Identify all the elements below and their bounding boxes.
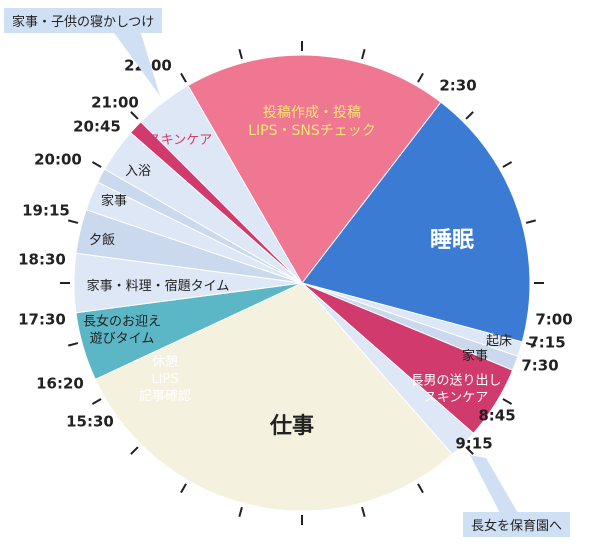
slices-group [73, 54, 531, 512]
time-label: 21:00 [91, 94, 139, 112]
time-label: 8:45 [478, 407, 515, 425]
slice-label-仕事: 仕事 [269, 413, 314, 439]
slice-label-入浴: 入浴 [125, 164, 151, 179]
slice-label-休憩-LIPS-記事確認: 休憩 LIPS 記事確認 [139, 354, 191, 404]
callout-pointer-bottom [470, 455, 518, 513]
hour-tick [502, 161, 513, 168]
slice-label-長女のお迎え-遊びタイム: 長女のお迎え遊びタイム [83, 313, 161, 346]
slice-投稿作成-投稿-LIPS-SNSチェック [187, 54, 442, 284]
callout-pointer-top [112, 30, 160, 96]
hour-tick [238, 48, 243, 60]
time-label: 7:15 [528, 334, 565, 352]
callout-daycare: 長女を保育園へ [463, 512, 571, 537]
hour-tick [91, 398, 102, 405]
slice-label-スキンケア: スキンケア [148, 133, 213, 148]
ticks-group [60, 41, 544, 525]
time-label: 15:30 [66, 413, 114, 431]
time-label: 20:00 [34, 151, 82, 169]
hour-tick [525, 219, 537, 224]
slice-仕事 [94, 282, 454, 512]
hour-tick [417, 72, 424, 83]
hour-tick [130, 111, 139, 120]
hour-tick [67, 219, 79, 224]
slice-label-起床: 起床 [486, 334, 512, 349]
time-label: 18:30 [18, 251, 66, 269]
hour-tick [91, 161, 102, 168]
hour-tick [465, 446, 474, 455]
slice-label-家事: 家事 [462, 348, 488, 364]
hour-tick [361, 48, 366, 60]
time-label: 16:20 [36, 375, 84, 393]
time-label: 2:30 [439, 77, 476, 95]
time-label: 9:15 [455, 435, 492, 453]
callout-bedtime: 家事・子供の寝かしつけ [4, 8, 163, 33]
hour-tick [417, 483, 424, 494]
slice-label-家事-料理-宿題タイム: 家事・料理・宿題タイム [87, 278, 230, 294]
hour-tick [502, 398, 513, 405]
hour-tick [180, 483, 187, 494]
hour-tick [465, 111, 474, 120]
time-label: 17:30 [18, 311, 66, 329]
hour-tick [361, 506, 366, 518]
time-label: 7:30 [521, 357, 558, 375]
hour-tick [238, 506, 243, 518]
callout-pointers [112, 30, 518, 513]
hour-tick [130, 446, 139, 455]
slice-label-家事: 家事 [101, 193, 127, 209]
time-label: 7:00 [535, 311, 572, 329]
slice-label-夕飯: 夕飯 [89, 233, 115, 248]
slice-label-睡眠: 睡眠 [430, 228, 474, 253]
time-label: 19:15 [22, 202, 70, 220]
hour-tick [525, 342, 537, 347]
slice-label-長男の送り出し-スキンケア: 長男の送り出しスキンケア [410, 373, 501, 405]
slice-label-投稿作成-投稿-LIPS-SNSチェック: 投稿作成・投稿 LIPS・SNSチェック [248, 105, 376, 139]
hour-tick [67, 342, 79, 347]
time-label: 20:45 [73, 118, 121, 136]
time-labels-group: 22:002:307:007:157:308:459:1515:3016:201… [18, 57, 573, 453]
hour-tick [180, 72, 187, 83]
slice-睡眠 [301, 101, 531, 343]
